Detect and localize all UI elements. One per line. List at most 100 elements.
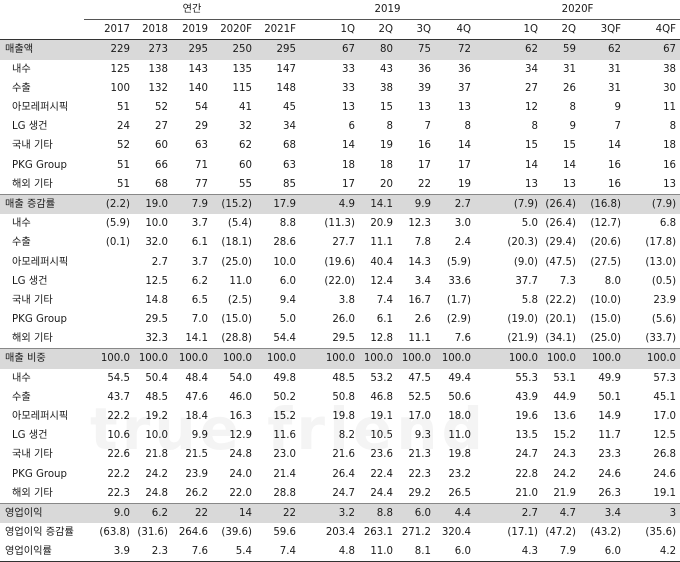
table-cell: 48.5 [332,372,355,384]
table-cell: 21.5 [185,449,208,461]
table-cell: 125 [110,63,130,75]
table-cell: 32.3 [145,333,168,345]
table-row: 영업이익 9.0 6.2 22 14 22 3.2 8.8 6.0 4.4 2.7 4.7 3.4 3 [0,502,680,524]
table-cell: 23.9 [653,294,677,306]
table-cell: 100.0 [542,348,580,369]
table-cell: 21.0 [515,487,538,499]
table-cell: 43 [380,63,393,75]
table-cell: 27 [525,82,538,94]
table-body: 매출액 229 273 295 250 295 67 80 75 72 62 59 62 67 내수 125 1… [0,39,680,562]
table-cell: 3.0 [454,218,471,230]
table-cell: 27.7 [332,237,355,249]
table-cell: 6.0 [580,542,625,562]
table-cell: 9 [569,121,576,133]
table-cell: (35.6) [645,527,677,539]
table-cell: 50.2 [273,391,296,403]
table-cell: 23.9 [185,468,208,480]
table-cell: 16 [418,140,431,152]
table-cell: 55 [239,178,252,190]
table-cell: (1.7) [446,294,471,306]
table-cell: 62 [239,140,252,152]
table-cell: 33 [342,63,355,75]
table-cell: 3.8 [338,294,355,306]
table-cell: 148 [276,82,296,94]
table-cell: 5.0 [279,314,296,326]
table-cell: 4.9 [300,193,359,215]
group-annual: 연간 [84,0,300,21]
table-cell: 250 [212,39,256,60]
table-cell: 31 [608,82,621,94]
table-cell: (11.3) [324,218,355,230]
table-cell: (13.0) [645,256,677,268]
column-header: 2020F [212,19,256,41]
table-cell: 13 [342,102,355,114]
table-cell: 19.6 [515,411,538,423]
table-cell: 13 [563,178,576,190]
table-cell: 60 [239,159,252,171]
table-cell: 11.0 [448,430,471,442]
table-cell: 100.0 [84,348,134,369]
table-cell: 4.2 [625,542,680,562]
table-cell: 46.8 [370,391,393,403]
table-cell: 21.3 [408,449,431,461]
table-cell: 100.0 [212,348,256,369]
table-cell: 22.3 [408,468,431,480]
column-header: 1Q [475,19,542,41]
table-cell: 9.9 [397,193,435,215]
row-label: 영업이익 증감률 [5,527,74,539]
row-label: 내수 [12,218,31,230]
table-cell: 3.4 [414,275,431,287]
table-row: 아모레퍼시픽 22.2 19.2 18.4 16.3 15.2 19.8 19.1 17.0 18… [0,407,680,426]
table-cell: 17.0 [653,411,677,423]
table-cell: 100.0 [172,348,212,369]
table-cell: 13 [525,178,538,190]
table-cell: 7.4 [376,294,393,306]
table-cell: 22 [172,502,212,524]
table-cell: (19.6) [324,256,355,268]
table-cell: 21.8 [145,449,168,461]
row-label: 해외 기타 [12,333,53,345]
table-cell: 34 [283,121,296,133]
table-cell: 26.3 [598,487,621,499]
table-cell: 13 [458,102,471,114]
table-cell: 14 [525,159,538,171]
column-header: 2021F [256,19,300,41]
table-row: 국내 기타 14.8 6.5 (2.5) 9.4 3.8 7.4 16.7 (1.7) 5.8 (2… [0,291,680,310]
table-cell: 31 [608,63,621,75]
table-cell: 4.3 [475,542,542,562]
table-cell: 47.6 [185,391,208,403]
table-cell: (47.5) [545,256,576,268]
table-cell: (16.8) [580,193,625,215]
table-cell: 12.3 [408,218,431,230]
table-cell: 9 [614,102,621,114]
table-cell: 51 [117,102,130,114]
table-cell: (12.7) [590,218,621,230]
table-cell: 55.3 [515,372,538,384]
table-cell: (25.0) [221,256,252,268]
row-label: 국내 기타 [12,449,53,461]
table-cell: 115 [232,82,252,94]
table-cell: 100.0 [475,348,542,369]
table-cell: (47.2) [545,527,576,539]
table-cell: 44.9 [553,391,576,403]
table-cell: 19.8 [448,449,471,461]
table-cell: 22.2 [107,411,130,423]
table-cell: 48.4 [185,372,208,384]
table-cell: 14 [563,159,576,171]
table-row: LG 생건 24 27 29 32 34 6 8 7 8 8 9 7 8 [0,117,680,136]
table-cell: (15.0) [590,314,621,326]
table-row: 영업이익률 3.9 2.3 7.6 5.4 7.4 4.8 11.0 8.1 6.0 4.3 7.9 6… [0,542,680,562]
table-cell: 14 [342,140,355,152]
table-row: 해외 기타 32.3 14.1 (28.8) 54.4 29.5 12.8 11.1 7.6 (2… [0,329,680,349]
table-cell: 100.0 [580,348,625,369]
table-cell: 36 [418,63,431,75]
table-cell: (18.1) [221,237,252,249]
table-cell: 2.3 [134,542,172,562]
table-cell: 263.1 [363,527,393,539]
table-row: 수출 (0.1) 32.0 6.1 (18.1) 28.6 27.7 11.1 7.8 2.4 (2… [0,233,680,252]
table-cell: 66 [155,159,168,171]
table-cell: 43.9 [515,391,538,403]
table-cell: 14.1 [359,193,397,215]
table-cell: 50.4 [145,372,168,384]
